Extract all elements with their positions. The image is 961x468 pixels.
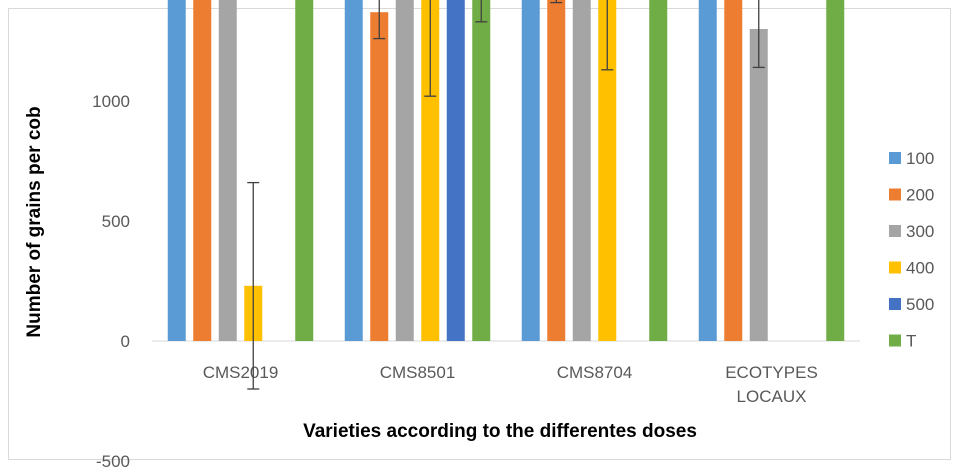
bar-T-cms8704: [649, 0, 668, 341]
bar-100-cms8704: [521, 0, 540, 342]
legend-swatch: [889, 152, 901, 164]
bar-T-ecotypes-locaux: [826, 0, 845, 341]
bar-100-cms8501: [344, 0, 363, 342]
bar-400-cms8704: [598, 0, 617, 341]
bar-200-cms8501: [370, 12, 389, 341]
x-tick-label: CMS8704: [557, 363, 633, 382]
bar-200-ecotypes-locaux: [724, 0, 743, 342]
y-tick-label: 0: [121, 332, 130, 351]
legend-label: T: [906, 332, 916, 351]
legend-label: 100: [906, 149, 934, 168]
legend-swatch: [889, 188, 901, 201]
y-axis-title: Number of grains per cob: [24, 106, 45, 337]
legend-swatch: [889, 298, 901, 310]
bars: [167, 0, 845, 342]
x-axis-title: Varieties according to the differentes d…: [303, 421, 697, 442]
legend-swatch: [889, 334, 901, 347]
bar-T-cms8501: [472, 0, 491, 342]
legend-swatch: [889, 225, 901, 237]
bar-100-ecotypes-locaux: [698, 0, 717, 341]
y-axis: 25002000150010005000-500: [92, 92, 130, 468]
x-tick-label: ECOTYPES LOCAUX: [725, 363, 818, 406]
bar-100-cms2019: [167, 0, 186, 342]
y-tick-label: 1000: [92, 92, 130, 111]
x-tick-label: CMS2019: [203, 363, 279, 382]
error-bars: [247, 0, 765, 390]
bar-300-cms2019: [218, 0, 237, 341]
bar-300-cms8501: [395, 0, 414, 342]
bar-T-cms2019: [295, 0, 314, 342]
bar-400-cms8501: [421, 0, 440, 341]
bar-500-cms8501: [446, 0, 465, 342]
legend-label: 400: [906, 259, 934, 278]
bar-200-cms8704: [547, 0, 566, 341]
legend-label: 200: [906, 186, 934, 205]
bar-300-ecotypes-locaux: [749, 29, 768, 341]
y-tick-label: -500: [96, 452, 130, 468]
x-tick-label: CMS8501: [380, 363, 456, 382]
legend-swatch: [889, 261, 901, 274]
bar-300-cms8704: [572, 0, 591, 341]
legend-label: 300: [906, 222, 934, 241]
y-tick-label: 500: [102, 212, 130, 231]
x-axis: CMS2019 CMS8501 CMS8704 ECOTYPES LOCAUX: [152, 340, 860, 406]
legend-label: 500: [906, 295, 934, 314]
legend: 100 200 300 400 500 T: [889, 149, 934, 351]
bar-200-cms2019: [193, 0, 212, 342]
